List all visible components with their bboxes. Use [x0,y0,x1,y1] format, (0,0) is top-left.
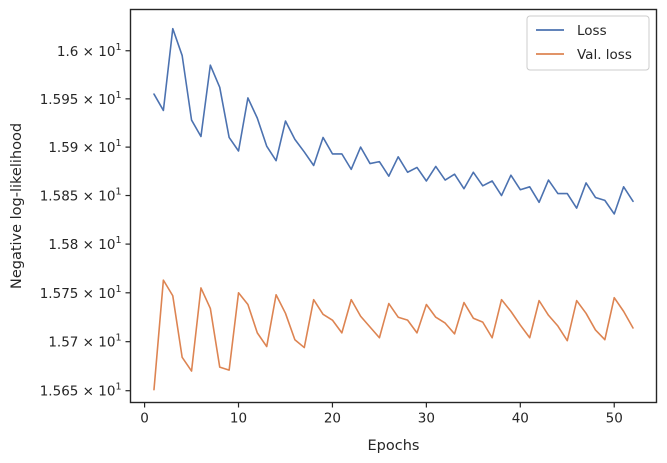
x-tick-label: 0 [140,411,149,427]
y-tick-exponent: 1 [115,138,121,149]
y-tick-times: × 10 [78,335,115,351]
x-tick-label: 20 [324,411,341,427]
y-tick-mantissa: 1.57 [48,335,78,351]
y-tick-label: 1.595 × 101 [40,90,122,108]
x-axis-label: Epochs [368,438,420,454]
plot-frame [129,8,658,404]
y-tick-exponent: 1 [115,382,121,393]
y-tick-times: × 10 [78,384,115,400]
series-line-val-loss [153,279,634,391]
y-tick-times: × 10 [78,44,115,60]
y-tick-times: × 10 [78,286,115,302]
y-tick-exponent: 1 [115,42,121,53]
y-tick-times: × 10 [78,189,115,205]
y-tick-mantissa: 1.6 [57,44,78,60]
series-line-loss [153,27,634,215]
y-tick-label: 1.59 × 101 [48,138,121,156]
y-tick-label: 1.6 × 101 [57,42,122,60]
x-tick-label: 40 [512,411,529,427]
legend: Loss Val. loss [526,15,650,71]
y-tick-label: 1.575 × 101 [40,284,122,302]
legend-label-loss: Loss [577,23,607,39]
y-tick-exponent: 1 [115,235,121,246]
y-tick-times: × 10 [78,237,115,253]
y-tick-label: 1.57 × 101 [48,333,121,351]
y-tick-times: × 10 [78,140,115,156]
x-tick-label: 30 [418,411,435,427]
y-axis-label: Negative log-likelihood [9,123,25,289]
x-tick-label: 10 [230,411,247,427]
y-tick-exponent: 1 [115,90,121,101]
y-tick-mantissa: 1.58 [48,237,78,253]
legend-label-val-loss: Val. loss [577,47,632,63]
y-tick-label: 1.565 × 101 [40,382,122,400]
y-tick-mantissa: 1.59 [48,140,78,156]
plot-area [153,27,634,391]
y-tick-label: 1.585 × 101 [40,187,122,205]
y-tick-mantissa: 1.565 [40,384,79,400]
y-tick-mantissa: 1.585 [40,189,79,205]
y-tick-exponent: 1 [115,333,121,344]
y-tick-mantissa: 1.575 [40,286,79,302]
y-tick-exponent: 1 [115,187,121,198]
y-tick-exponent: 1 [115,284,121,295]
y-tick-mantissa: 1.595 [40,92,79,108]
y-tick-times: × 10 [78,92,115,108]
x-tick-label: 50 [606,411,623,427]
y-tick-label: 1.58 × 101 [48,235,121,253]
